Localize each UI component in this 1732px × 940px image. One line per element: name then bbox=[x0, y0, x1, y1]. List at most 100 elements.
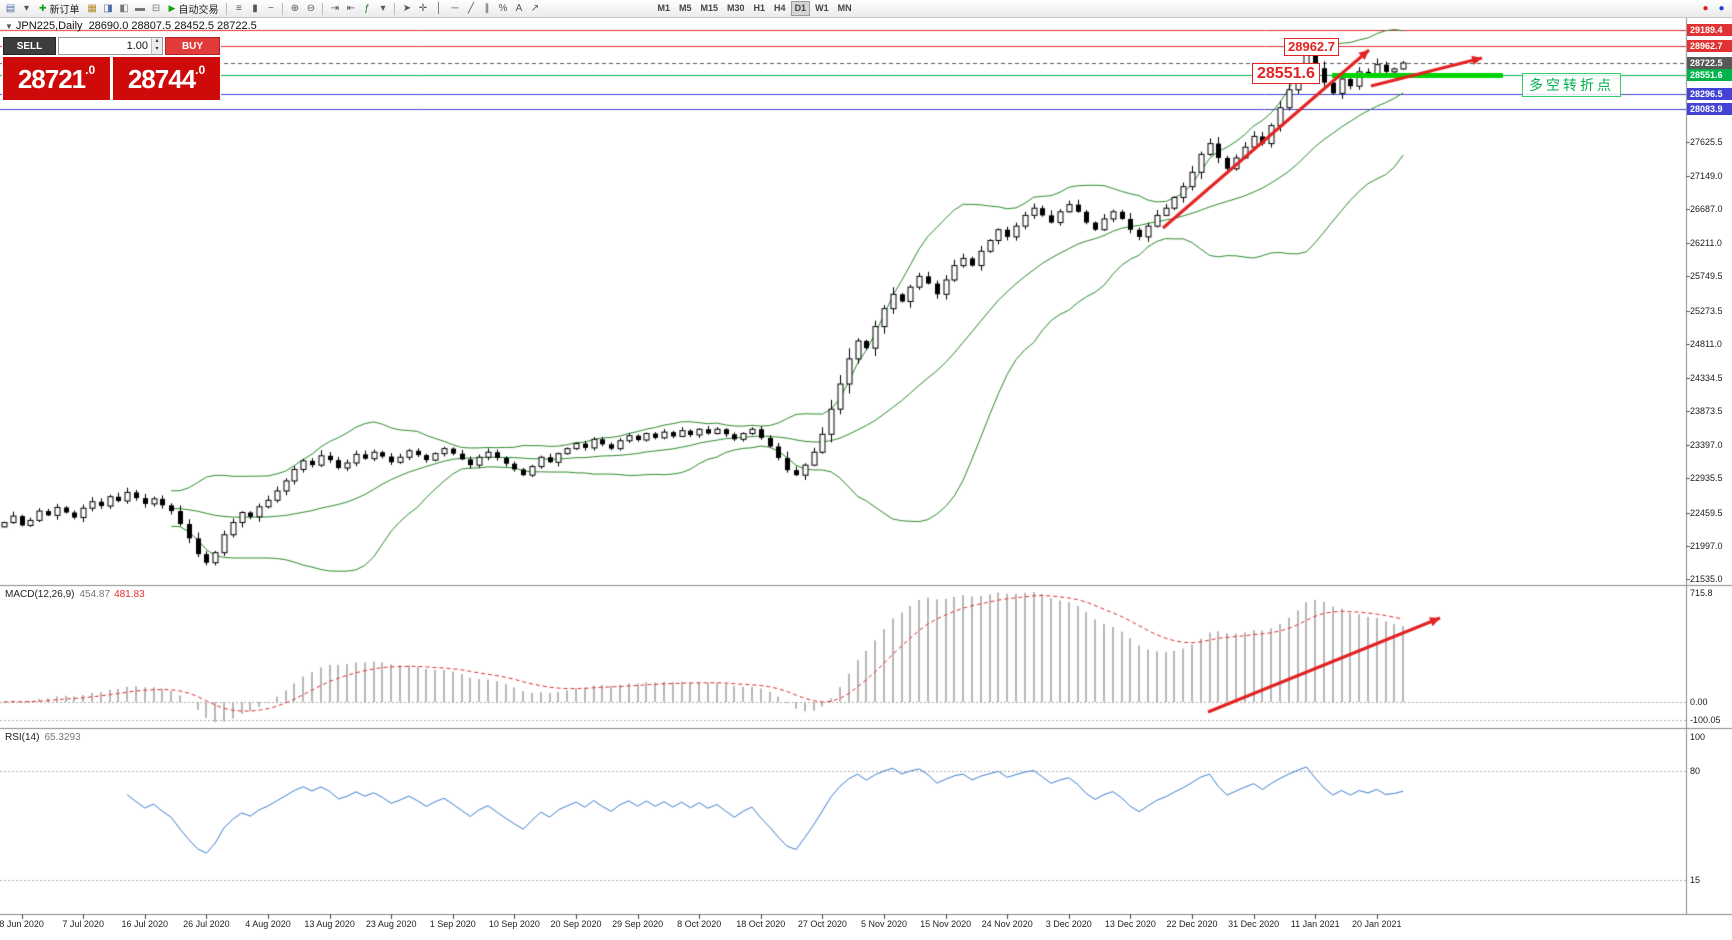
chart-symbol-label: JPN225,Daily bbox=[15, 20, 83, 32]
sell-price-decimal: .0 bbox=[85, 63, 96, 77]
macd-indicator-label: MACD(12,26,9) 454.87 481.83 bbox=[5, 589, 145, 600]
vertical-line-icon[interactable]: │ bbox=[431, 1, 446, 17]
candlestick-chart-icon[interactable]: ▮ bbox=[247, 1, 262, 17]
price-axis-tag: 28296.5 bbox=[1687, 87, 1732, 100]
volume-input[interactable]: 1.00 ▴ ▾ bbox=[58, 37, 163, 55]
price-axis-label: 21535.0 bbox=[1690, 573, 1723, 584]
time-axis[interactable]: 8 Jun 2020 7 Jul 2020 16 Jul 2020 26 Jul 20… bbox=[0, 916, 1732, 940]
zoom-in-icon[interactable]: ⊕ bbox=[287, 1, 302, 17]
equidistant-channel-icon[interactable]: ∥ bbox=[479, 1, 494, 17]
pivot-note-annotation[interactable]: 多空转折点 bbox=[1522, 73, 1621, 97]
trendline-icon[interactable]: ╱ bbox=[463, 1, 478, 17]
news-icon[interactable]: ● bbox=[1714, 1, 1729, 17]
macd-signal-value: 481.83 bbox=[114, 589, 145, 600]
price-axis-label: 22459.5 bbox=[1690, 507, 1723, 518]
time-axis-label: 13 Dec 2020 bbox=[1104, 919, 1156, 929]
collapse-panel-icon[interactable]: ▼ bbox=[5, 22, 13, 31]
navigator-icon[interactable]: ◧ bbox=[117, 1, 132, 17]
high-price-annotation[interactable]: 28962.7 bbox=[1284, 38, 1339, 56]
text-label-icon[interactable]: A bbox=[511, 1, 526, 17]
timeframe-d1[interactable]: D1 bbox=[790, 1, 811, 16]
sell-button[interactable]: SELL bbox=[3, 37, 56, 55]
terminal-icon[interactable]: ▬ bbox=[133, 1, 148, 17]
sell-price-display[interactable]: 28721.0 bbox=[3, 57, 110, 100]
price-axis-tag: 28083.9 bbox=[1687, 102, 1732, 115]
timeframe-mn[interactable]: MN bbox=[834, 1, 856, 16]
new-order-button-label: 新订单 bbox=[49, 5, 80, 16]
time-axis-label: 26 Jul 2020 bbox=[183, 919, 230, 929]
alert-icon[interactable]: ● bbox=[1698, 1, 1713, 17]
pivot-price-annotation[interactable]: 28551.6 bbox=[1252, 63, 1320, 84]
timeframe-m15[interactable]: M15 bbox=[697, 1, 723, 16]
time-axis-label: 18 Oct 2020 bbox=[736, 919, 786, 929]
zoom-out-icon[interactable]: ⊖ bbox=[303, 1, 318, 17]
time-axis-label: 15 Nov 2020 bbox=[920, 919, 972, 929]
macd-axis-label: -100.05 bbox=[1690, 714, 1721, 725]
volume-value[interactable]: 1.00 bbox=[126, 40, 148, 52]
time-axis-label: 31 Dec 2020 bbox=[1228, 919, 1280, 929]
price-axis-label: 23873.5 bbox=[1690, 406, 1723, 417]
new-chart-icon[interactable]: ▤ bbox=[3, 1, 18, 17]
auto-scroll-icon[interactable]: ⇥ bbox=[327, 1, 342, 17]
chart-title: ▼ JPN225,Daily 28690.0 28807.5 28452.5 287… bbox=[5, 20, 257, 32]
arrows-tool-icon[interactable]: ↗ bbox=[527, 1, 542, 17]
price-axis-label: 24334.5 bbox=[1690, 372, 1723, 383]
toolbar-separator bbox=[394, 2, 396, 15]
time-axis-label: 3 Dec 2020 bbox=[1045, 919, 1092, 929]
time-axis-label: 13 Aug 2020 bbox=[304, 919, 355, 929]
price-axis-label: 22935.5 bbox=[1690, 473, 1723, 484]
buy-button[interactable]: BUY bbox=[165, 37, 220, 55]
price-axis-label: 23397.0 bbox=[1690, 440, 1723, 451]
line-chart-icon[interactable]: ~ bbox=[263, 1, 278, 17]
rsi-axis-label: 100 bbox=[1690, 732, 1706, 743]
timeframe-h4[interactable]: H4 bbox=[770, 1, 790, 16]
market-watch-icon[interactable]: ▦ bbox=[85, 1, 100, 17]
chart-list-dropdown-icon[interactable]: ▾ bbox=[19, 1, 34, 17]
timeframe-m5[interactable]: M5 bbox=[675, 1, 696, 16]
bar-chart-icon[interactable]: ≡ bbox=[231, 1, 246, 17]
price-axis-tag: 28722.5 bbox=[1687, 57, 1732, 70]
rsi-name: RSI(14) bbox=[5, 732, 40, 743]
time-axis-label: 16 Jul 2020 bbox=[121, 919, 169, 929]
chart-shift-icon[interactable]: ⇤ bbox=[343, 1, 358, 17]
sell-price-main: 28721 bbox=[17, 63, 86, 94]
volume-spinner: ▴ ▾ bbox=[151, 38, 162, 54]
time-axis-label: 27 Oct 2020 bbox=[797, 919, 847, 929]
price-axis-label: 24811.0 bbox=[1690, 338, 1722, 349]
new-order-button[interactable]: ✚ 新订单 bbox=[35, 1, 84, 17]
volume-increase-icon[interactable]: ▴ bbox=[152, 38, 162, 46]
buy-price-display[interactable]: 28744.0 bbox=[113, 57, 220, 100]
crosshair-icon[interactable]: ✛ bbox=[415, 1, 430, 17]
toolbar-separator bbox=[322, 2, 324, 15]
price-axis-label: 27625.5 bbox=[1690, 136, 1723, 147]
fibonacci-icon[interactable]: % bbox=[495, 1, 510, 17]
volume-decrease-icon[interactable]: ▾ bbox=[152, 46, 162, 54]
macd-main-value: 454.87 bbox=[79, 589, 111, 600]
timeframe-m1[interactable]: M1 bbox=[653, 1, 674, 16]
timeframe-h1[interactable]: H1 bbox=[750, 1, 770, 16]
time-axis-label: 20 Jan 2021 bbox=[1352, 919, 1402, 929]
cursor-icon[interactable]: ➤ bbox=[399, 1, 414, 17]
auto-trading-button[interactable]: ▶ 自动交易 bbox=[165, 1, 223, 17]
price-axis-label: 27149.0 bbox=[1690, 170, 1723, 181]
timeframe-w1[interactable]: W1 bbox=[811, 1, 833, 16]
price-axis[interactable]: 27625.5 27149.0 26687.0 26211.0 25749.5 25273… bbox=[1687, 0, 1732, 940]
price-axis-label: 25273.5 bbox=[1690, 305, 1723, 316]
strategy-tester-icon[interactable]: ⊟ bbox=[149, 1, 164, 17]
price-axis-tag: 29189.4 bbox=[1687, 23, 1732, 36]
time-axis-label: 8 Jun 2020 bbox=[0, 919, 44, 929]
timeframe-m30[interactable]: M30 bbox=[723, 1, 749, 16]
data-window-icon[interactable]: ◨ bbox=[101, 1, 116, 17]
macd-name: MACD(12,26,9) bbox=[5, 589, 75, 600]
time-axis-label: 20 Sep 2020 bbox=[550, 919, 602, 929]
trade-prices-row: 28721.0 28744.0 bbox=[3, 57, 220, 100]
time-axis-label: 8 Oct 2020 bbox=[677, 919, 722, 929]
indicators-icon[interactable]: ƒ bbox=[359, 1, 374, 17]
time-axis-label: 23 Aug 2020 bbox=[365, 919, 417, 929]
price-axis-tag: 28551.6 bbox=[1687, 69, 1732, 82]
trade-controls-row: SELL 1.00 ▴ ▾ BUY bbox=[3, 37, 220, 55]
horizontal-line-icon[interactable]: ─ bbox=[447, 1, 462, 17]
indicators-dropdown-icon[interactable]: ▾ bbox=[375, 1, 390, 17]
